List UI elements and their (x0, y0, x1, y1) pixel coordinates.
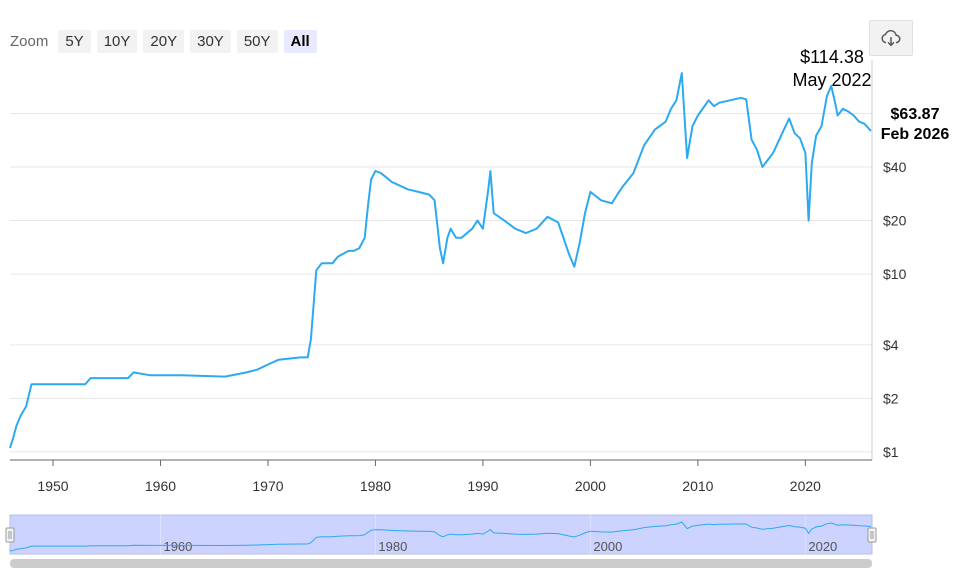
zoom-10y-button[interactable]: 10Y (96, 29, 138, 53)
zoom-50y-button[interactable]: 50Y (236, 29, 278, 53)
navigator-left-handle[interactable] (5, 527, 15, 543)
y-tick-label: $40 (883, 159, 907, 175)
grid-lines (10, 60, 873, 461)
cloud-download-icon (881, 29, 901, 47)
zoom-label: Zoom (10, 32, 49, 50)
y-tick-label: $4 (883, 337, 899, 353)
download-button[interactable] (869, 20, 913, 56)
last-date-label: Feb 2026 (880, 126, 950, 143)
x-tick-label: 1990 (467, 478, 498, 494)
navigator-tick-label: 2020 (808, 539, 837, 554)
navigator[interactable]: 1960 1980 2000 2020 (5, 514, 877, 568)
last-price-label: $63.87 (890, 106, 940, 123)
price-line (9, 72, 872, 449)
navigator-tick-label: 1960 (163, 539, 192, 554)
x-tick-label: 2000 (575, 478, 606, 494)
y-tick-label: $20 (883, 213, 907, 229)
x-tick-label: 1980 (360, 478, 391, 494)
navigator-tick-label: 1980 (378, 539, 407, 554)
navigator-tick-label: 2000 (593, 539, 622, 554)
x-tick-label: 2020 (790, 478, 821, 494)
navigator-right-handle[interactable] (867, 527, 877, 543)
max-date-label: May 2022 (792, 70, 872, 90)
zoom-bar: Zoom 5Y 10Y 20Y 30Y 50Y All (10, 28, 323, 54)
navigator-line (9, 521, 871, 552)
max-annotation: $114.38 May 2022 (786, 46, 878, 92)
y-axis-ticks: $1 $2 $4 $10 $20 $40 (883, 159, 907, 460)
y-tick-label: $10 (883, 266, 907, 282)
x-tick-label: 1950 (37, 478, 68, 494)
x-tick-label: 1970 (252, 478, 283, 494)
y-tick-label: $1 (883, 444, 899, 460)
y-tick-label: $2 (883, 390, 899, 406)
navigator-selection (9, 514, 873, 555)
zoom-all-button[interactable]: All (283, 29, 317, 53)
x-tick-label: 2010 (682, 478, 713, 494)
plot-area (9, 72, 872, 449)
x-tick-label: 1960 (145, 478, 176, 494)
x-axis-ticks: 1950 1960 1970 1980 1990 2000 2010 2020 (37, 460, 821, 494)
max-price-label: $114.38 (800, 47, 864, 67)
scrollbar[interactable] (10, 559, 872, 568)
zoom-5y-button[interactable]: 5Y (58, 29, 91, 53)
zoom-20y-button[interactable]: 20Y (143, 29, 185, 53)
zoom-30y-button[interactable]: 30Y (190, 29, 231, 53)
last-annotation: $63.87 Feb 2026 (873, 105, 957, 145)
